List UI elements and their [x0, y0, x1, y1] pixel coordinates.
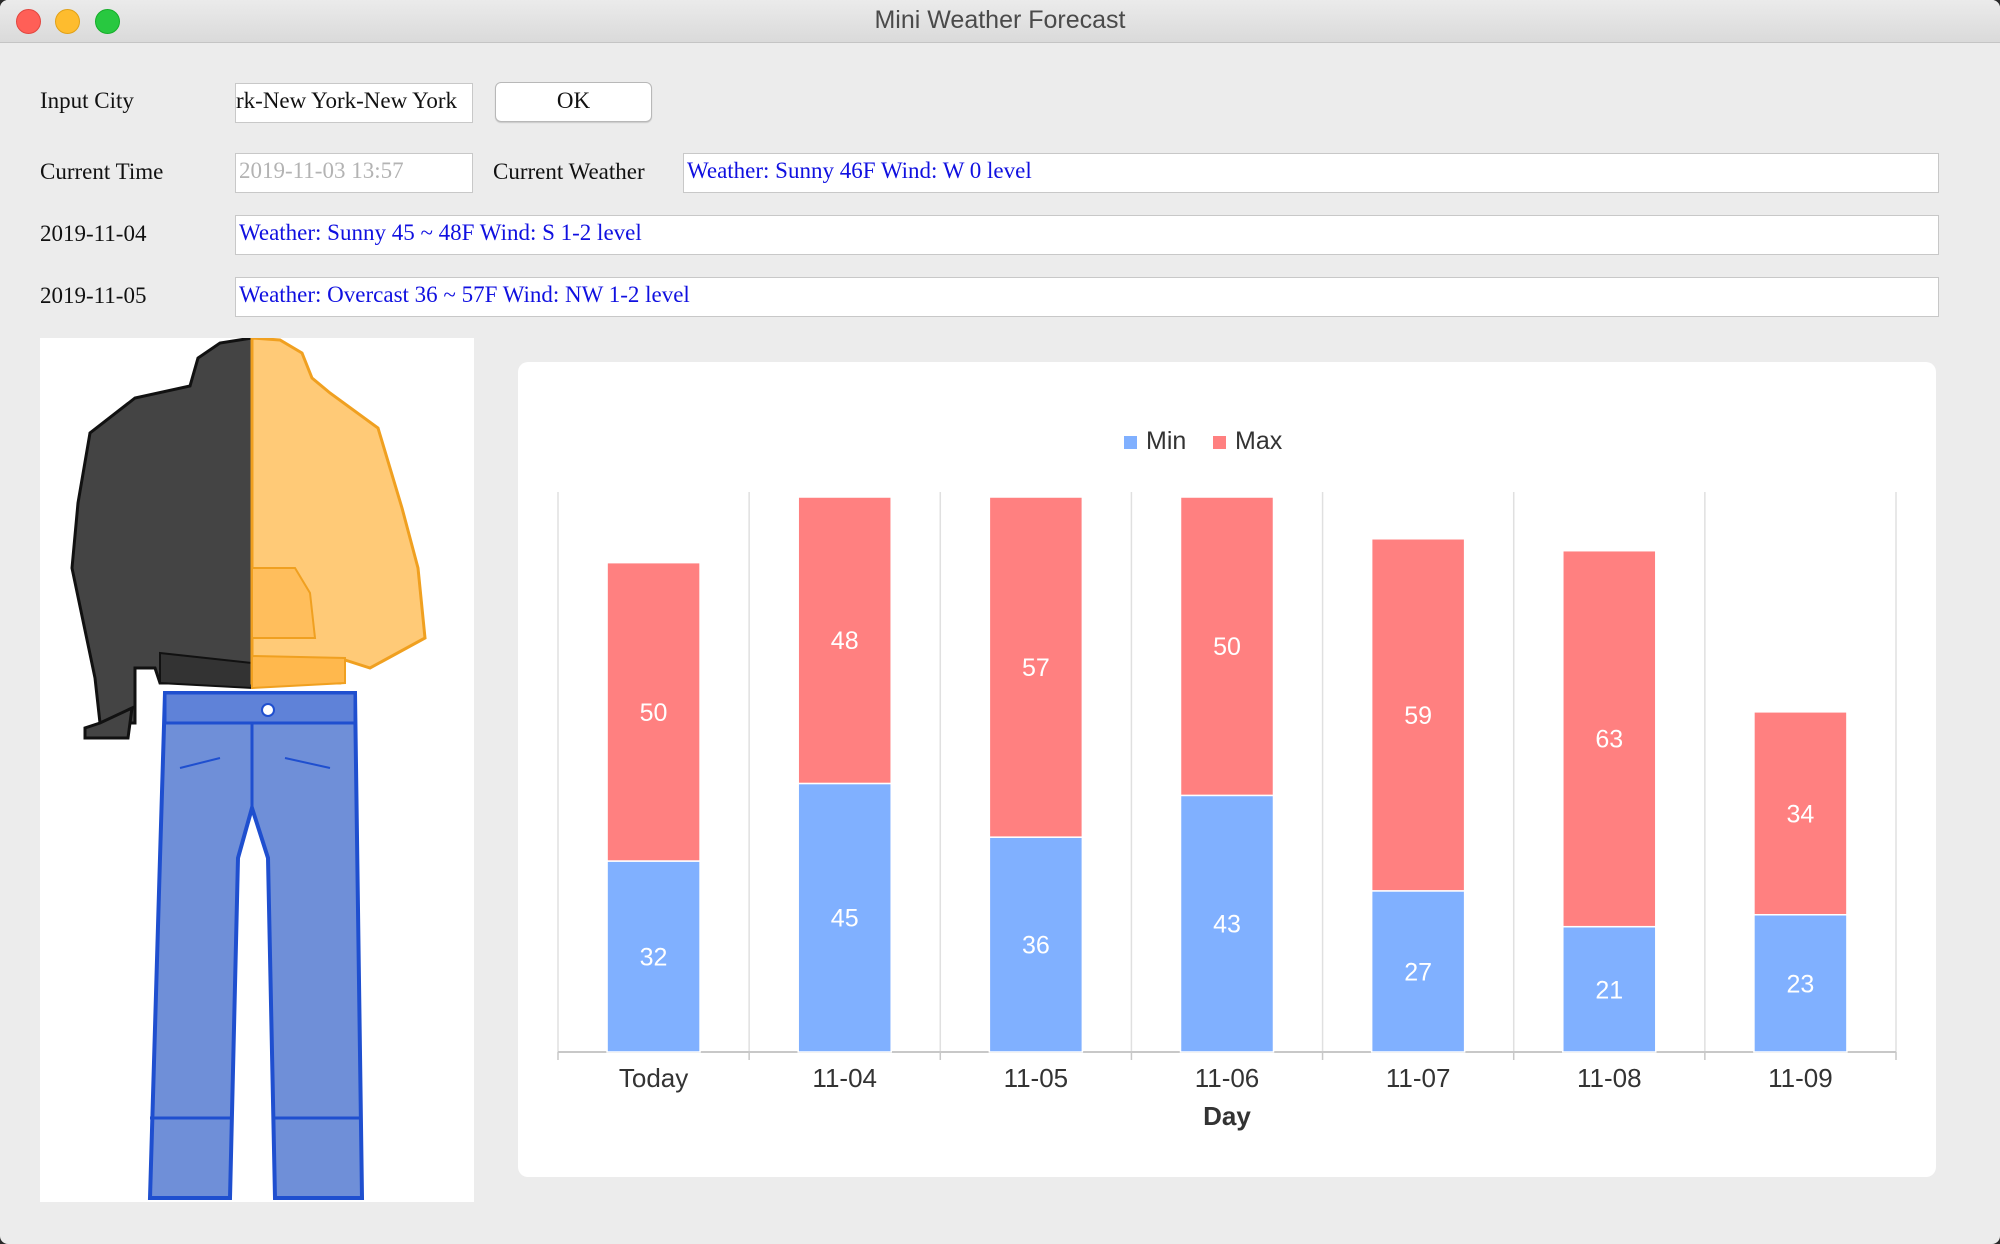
data-label-min: 21 [1595, 976, 1623, 1004]
data-label-max: 63 [1595, 726, 1623, 754]
data-label-max: 59 [1404, 702, 1432, 730]
legend-label-max: Max [1235, 427, 1283, 455]
data-label-max: 50 [1213, 633, 1241, 661]
bar-min [606, 860, 701, 1053]
x-tick-label: 11-05 [1004, 1063, 1069, 1093]
day2-forecast-field: Weather: Overcast 36 ~ 57F Wind: NW 1-2 … [235, 277, 1939, 317]
temperature-chart-card: 32 50 Today 45 48 11-04 36 57 11-05 43 50 11-06 27 59… [518, 362, 1936, 1177]
bar-max [1562, 549, 1657, 928]
bar-max [606, 561, 701, 862]
data-label-min: 27 [1404, 958, 1432, 986]
bar-max [1753, 711, 1848, 916]
x-tick-label: Today [619, 1063, 688, 1093]
data-label-max: 34 [1787, 800, 1815, 828]
bar-min [1370, 890, 1466, 1053]
bar-max [988, 496, 1084, 838]
day1-forecast-field: Weather: Sunny 45 ~ 48F Wind: S 1-2 leve… [235, 215, 1939, 255]
x-tick-label: 11-08 [1577, 1063, 1642, 1093]
temperature-bar-chart: 32 50 Today 45 48 11-04 36 57 11-05 43 50 11-06 27 59… [557, 427, 1897, 1131]
bar-max [1370, 538, 1466, 892]
bar-max [797, 496, 892, 785]
x-tick-label: 11-06 [1195, 1063, 1260, 1093]
data-label-min: 23 [1787, 970, 1815, 998]
current-time-field: 2019-11-03 13:57 [235, 153, 473, 193]
x-tick-label: 11-09 [1768, 1063, 1833, 1093]
current-time-label: Current Time [40, 159, 164, 184]
input-city-label: Input City [40, 88, 134, 113]
legend-swatch-max [1213, 436, 1226, 449]
bar-max [1179, 496, 1275, 797]
data-label-max: 57 [1022, 654, 1050, 682]
bar-min [797, 782, 892, 1053]
x-tick-label: 11-07 [1386, 1063, 1451, 1093]
x-axis-title: Day [1203, 1101, 1251, 1131]
hoodie-icon [70, 336, 427, 740]
bar-min [1179, 794, 1275, 1053]
day2-date-label: 2019-11-05 [40, 283, 147, 308]
zoom-window-button[interactable] [95, 9, 120, 34]
close-window-button[interactable] [16, 9, 41, 34]
data-label-min: 32 [640, 944, 668, 972]
data-label-max: 50 [640, 699, 668, 727]
data-label-min: 36 [1022, 932, 1050, 960]
legend-label-min: Min [1146, 427, 1186, 455]
jeans-icon [147, 691, 365, 1200]
bar-min [1753, 913, 1848, 1053]
current-weather-label: Current Weather [493, 159, 645, 184]
title-bar: Mini Weather Forecast [0, 0, 2000, 43]
bar-min [1562, 925, 1657, 1053]
data-label-min: 45 [831, 905, 859, 933]
ok-button[interactable]: OK [495, 82, 652, 122]
data-label-min: 43 [1213, 911, 1241, 939]
minimize-window-button[interactable] [55, 9, 80, 34]
day1-date-label: 2019-11-04 [40, 221, 147, 246]
legend-swatch-min [1124, 436, 1137, 449]
bar-min [988, 836, 1084, 1053]
clothing-suggestion-image [40, 336, 474, 1202]
x-tick-label: 11-04 [812, 1063, 877, 1093]
window-title: Mini Weather Forecast [874, 6, 1126, 34]
data-label-max: 48 [831, 627, 859, 655]
current-weather-field: Weather: Sunny 46F Wind: W 0 level [683, 153, 1939, 193]
outfit-illustration [70, 336, 427, 1200]
city-input[interactable]: rk-New York-New York [235, 83, 473, 123]
